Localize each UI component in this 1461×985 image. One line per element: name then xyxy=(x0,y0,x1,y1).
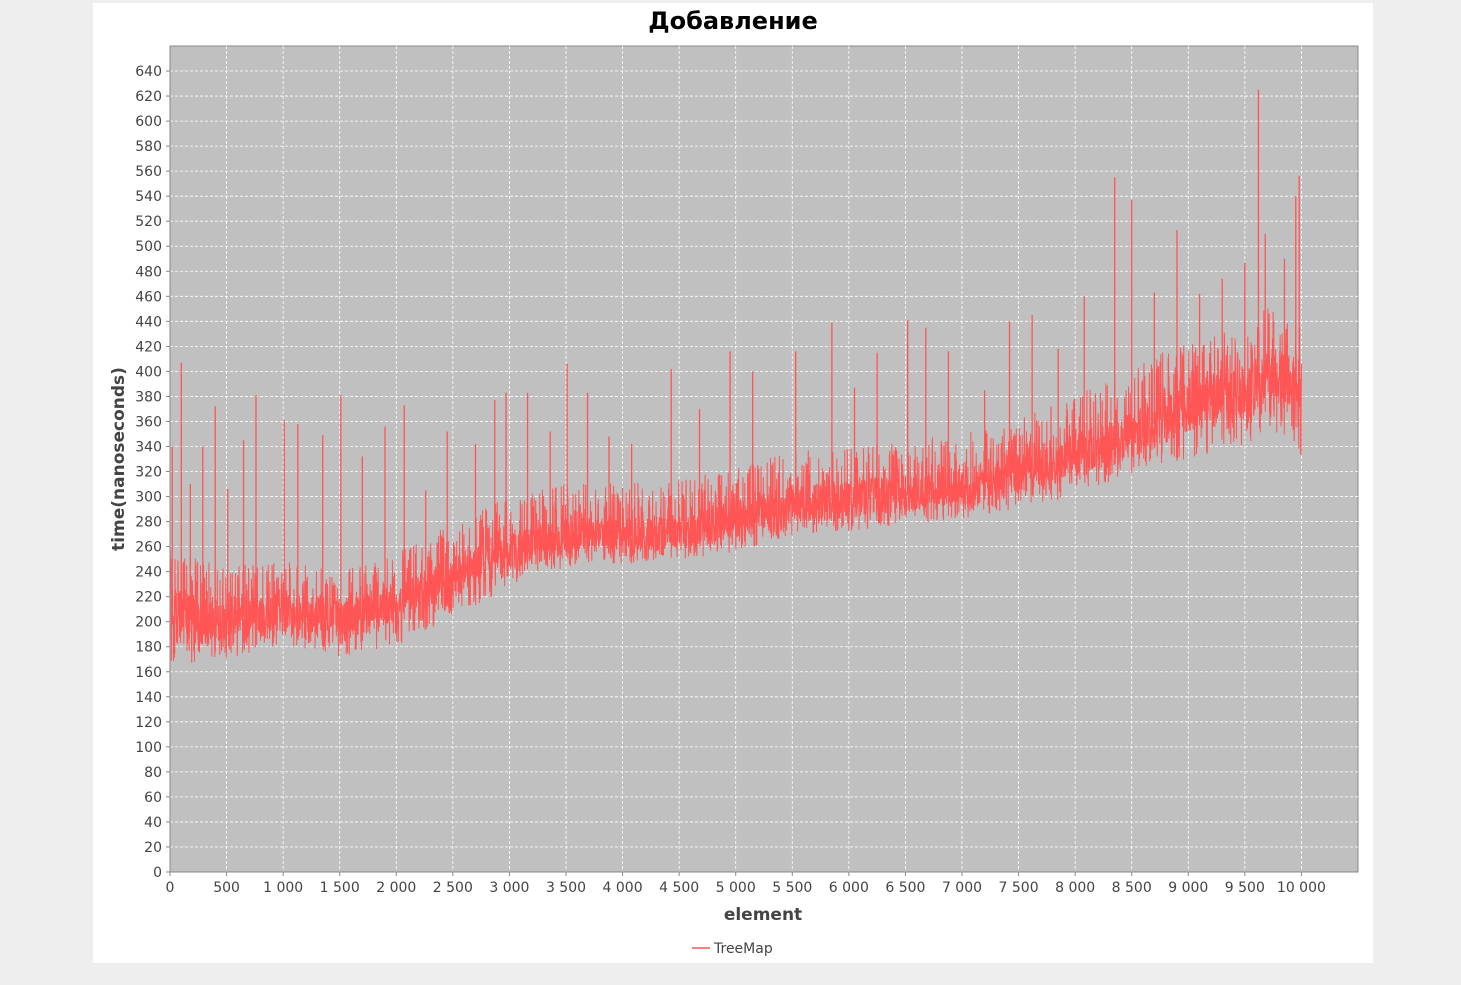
legend-label: TreeMap xyxy=(713,941,773,957)
x-tick-label: 1 500 xyxy=(320,880,360,896)
y-axis-title: time(nanoseconds) xyxy=(109,367,129,551)
x-tick-label: 7 500 xyxy=(999,880,1039,896)
x-tick-label: 8 000 xyxy=(1055,880,1095,896)
y-tick-label: 440 xyxy=(135,314,162,330)
x-tick-label: 1 000 xyxy=(263,880,303,896)
y-tick-label: 100 xyxy=(135,740,162,756)
x-tick-label: 9 000 xyxy=(1168,880,1208,896)
x-axis: 0 500 1 000 1 500 2 000 2 500 3 000 3 500 4 000 4… xyxy=(166,871,1358,896)
x-tick-label: 2 000 xyxy=(376,880,416,896)
y-tick-label: 140 xyxy=(135,690,162,706)
x-tick-label: 0 xyxy=(166,880,175,896)
y-tick-label: 80 xyxy=(144,765,162,781)
series-treemap xyxy=(169,89,1302,663)
y-tick-label: 300 xyxy=(135,490,162,506)
x-tick-label: 10 000 xyxy=(1277,880,1326,896)
x-tick-label: 3 500 xyxy=(546,880,586,896)
chart-svg: Добавление 0 20 40 60 80 100 120 140 160 180 200 22… xyxy=(109,7,1359,957)
x-tick-label: 500 xyxy=(213,880,240,896)
x-tick-label: 2 500 xyxy=(433,880,473,896)
y-tick-label: 500 xyxy=(135,239,162,255)
series-line xyxy=(169,308,1302,663)
x-tick-label: 6 500 xyxy=(885,880,925,896)
y-tick-label: 180 xyxy=(135,640,162,656)
y-tick-label: 20 xyxy=(144,840,162,856)
y-tick-label: 420 xyxy=(135,339,162,355)
y-tick-label: 480 xyxy=(135,264,162,280)
y-tick-label: 360 xyxy=(135,414,162,430)
y-tick-label: 320 xyxy=(135,465,162,481)
x-tick-label: 5 000 xyxy=(716,880,756,896)
y-tick-label: 220 xyxy=(135,590,162,606)
y-tick-label: 40 xyxy=(144,815,162,831)
y-tick-label: 280 xyxy=(135,515,162,531)
x-tick-label: 6 000 xyxy=(829,880,869,896)
x-tick-label: 5 500 xyxy=(772,880,812,896)
y-tick-label: 380 xyxy=(135,389,162,405)
y-tick-label: 240 xyxy=(135,565,162,581)
y-tick-label: 120 xyxy=(135,715,162,731)
y-tick-label: 640 xyxy=(135,64,162,80)
x-tick-label: 4 500 xyxy=(659,880,699,896)
y-tick-label: 620 xyxy=(135,89,162,105)
y-tick-label: 400 xyxy=(135,364,162,380)
y-tick-label: 580 xyxy=(135,139,162,155)
x-tick-label: 4 000 xyxy=(603,880,643,896)
y-tick-label: 340 xyxy=(135,439,162,455)
y-tick-label: 260 xyxy=(135,540,162,556)
x-tick-label: 3 000 xyxy=(489,880,529,896)
chart-title: Добавление xyxy=(648,7,818,35)
plot-area xyxy=(169,45,1359,873)
x-tick-label: 7 000 xyxy=(942,880,982,896)
y-tick-label: 520 xyxy=(135,214,162,230)
y-axis: 0 20 40 60 80 100 120 140 160 180 200 220 240 260 280 3… xyxy=(135,46,171,881)
y-tick-label: 600 xyxy=(135,114,162,130)
y-tick-label: 460 xyxy=(135,289,162,305)
y-tick-label: 160 xyxy=(135,665,162,681)
x-axis-title: element xyxy=(724,905,802,925)
y-tick-label: 60 xyxy=(144,790,162,806)
x-tick-label: 9 500 xyxy=(1225,880,1265,896)
y-tick-label: 0 xyxy=(153,865,162,881)
chart-panel: Добавление 0 20 40 60 80 100 120 140 160 180 200 22… xyxy=(93,3,1373,963)
y-tick-label: 540 xyxy=(135,189,162,205)
x-tick-label: 8 500 xyxy=(1112,880,1152,896)
y-tick-label: 560 xyxy=(135,164,162,180)
y-tick-label: 200 xyxy=(135,615,162,631)
legend: TreeMap xyxy=(692,941,773,957)
